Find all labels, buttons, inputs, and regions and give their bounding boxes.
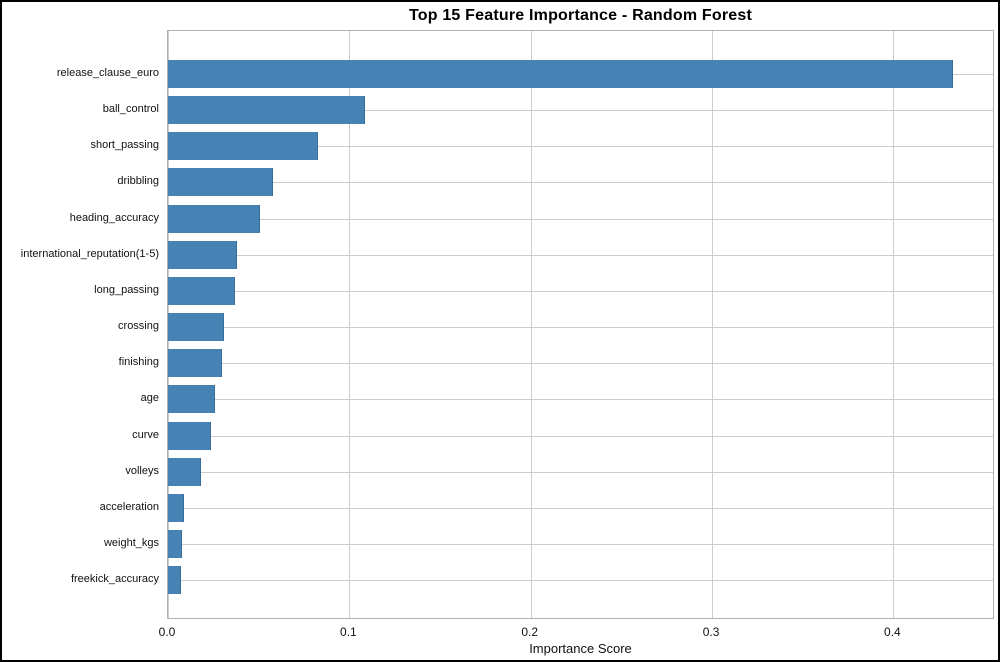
bar-international_reputation(1-5) (168, 240, 237, 269)
horizontal-gridline (168, 580, 993, 582)
bar-weight_kgs (168, 530, 183, 558)
horizontal-gridline (168, 254, 993, 256)
horizontal-gridline (168, 182, 993, 184)
bar-dribbling (168, 168, 273, 197)
y-tick-label: crossing (118, 320, 159, 332)
horizontal-gridline (168, 399, 993, 401)
y-tick-label: long_passing (94, 283, 159, 296)
y-tick-label: ball_control (102, 103, 159, 116)
bar-release_clause_euro (168, 60, 954, 88)
horizontal-gridline (168, 363, 993, 365)
bar-curve (168, 421, 212, 450)
plot-area (167, 30, 994, 619)
chart-title: Top 15 Feature Importance - Random Fores… (408, 7, 753, 24)
bar-finishing (168, 349, 223, 378)
x-tick-label: 0.3 (702, 625, 720, 639)
horizontal-gridline (168, 544, 993, 545)
y-tick-label: acceleration (99, 500, 159, 513)
y-tick-label: weight_kgs (103, 537, 159, 549)
y-tick-label: release_clause_euro (56, 67, 159, 79)
horizontal-gridline (168, 507, 993, 509)
y-tick-label: curve (132, 428, 159, 441)
y-tick-label: dribbling (117, 175, 159, 188)
bar-volleys (168, 457, 201, 486)
y-tick-label: freekick_accuracy (70, 573, 159, 586)
horizontal-gridline (168, 218, 993, 220)
bar-age (168, 385, 216, 414)
horizontal-gridline (168, 471, 993, 473)
horizontal-gridline (168, 327, 993, 328)
vertical-gridline (349, 31, 351, 618)
horizontal-gridline (168, 110, 993, 112)
bar-crossing (168, 313, 225, 341)
bar-freekick_accuracy (168, 566, 181, 595)
x-tick-label: 0.2 (521, 625, 539, 639)
horizontal-gridline (168, 290, 993, 292)
y-tick-label: age (140, 392, 159, 405)
y-tick-label: finishing (118, 356, 159, 369)
horizontal-gridline (168, 146, 993, 148)
bar-heading_accuracy (168, 204, 261, 233)
x-axis-label: Importance Score (529, 641, 632, 656)
bar-long_passing (168, 276, 235, 305)
horizontal-gridline (168, 435, 993, 437)
x-tick-label: 0.0 (158, 625, 176, 639)
bar-acceleration (168, 493, 185, 522)
y-tick-label: short_passing (90, 139, 160, 152)
vertical-gridline (530, 31, 532, 618)
bar-ball_control (168, 96, 366, 125)
vertical-gridline (712, 31, 714, 618)
vertical-gridline (893, 31, 895, 618)
bar-short_passing (168, 132, 319, 161)
x-tick-label: 0.1 (340, 625, 357, 639)
x-tick-label: 0.4 (884, 625, 901, 639)
y-tick-label: volleys (125, 464, 159, 477)
y-tick-label: heading_accuracy (69, 211, 159, 224)
y-tick-label: international_reputation(1-5) (20, 247, 159, 260)
